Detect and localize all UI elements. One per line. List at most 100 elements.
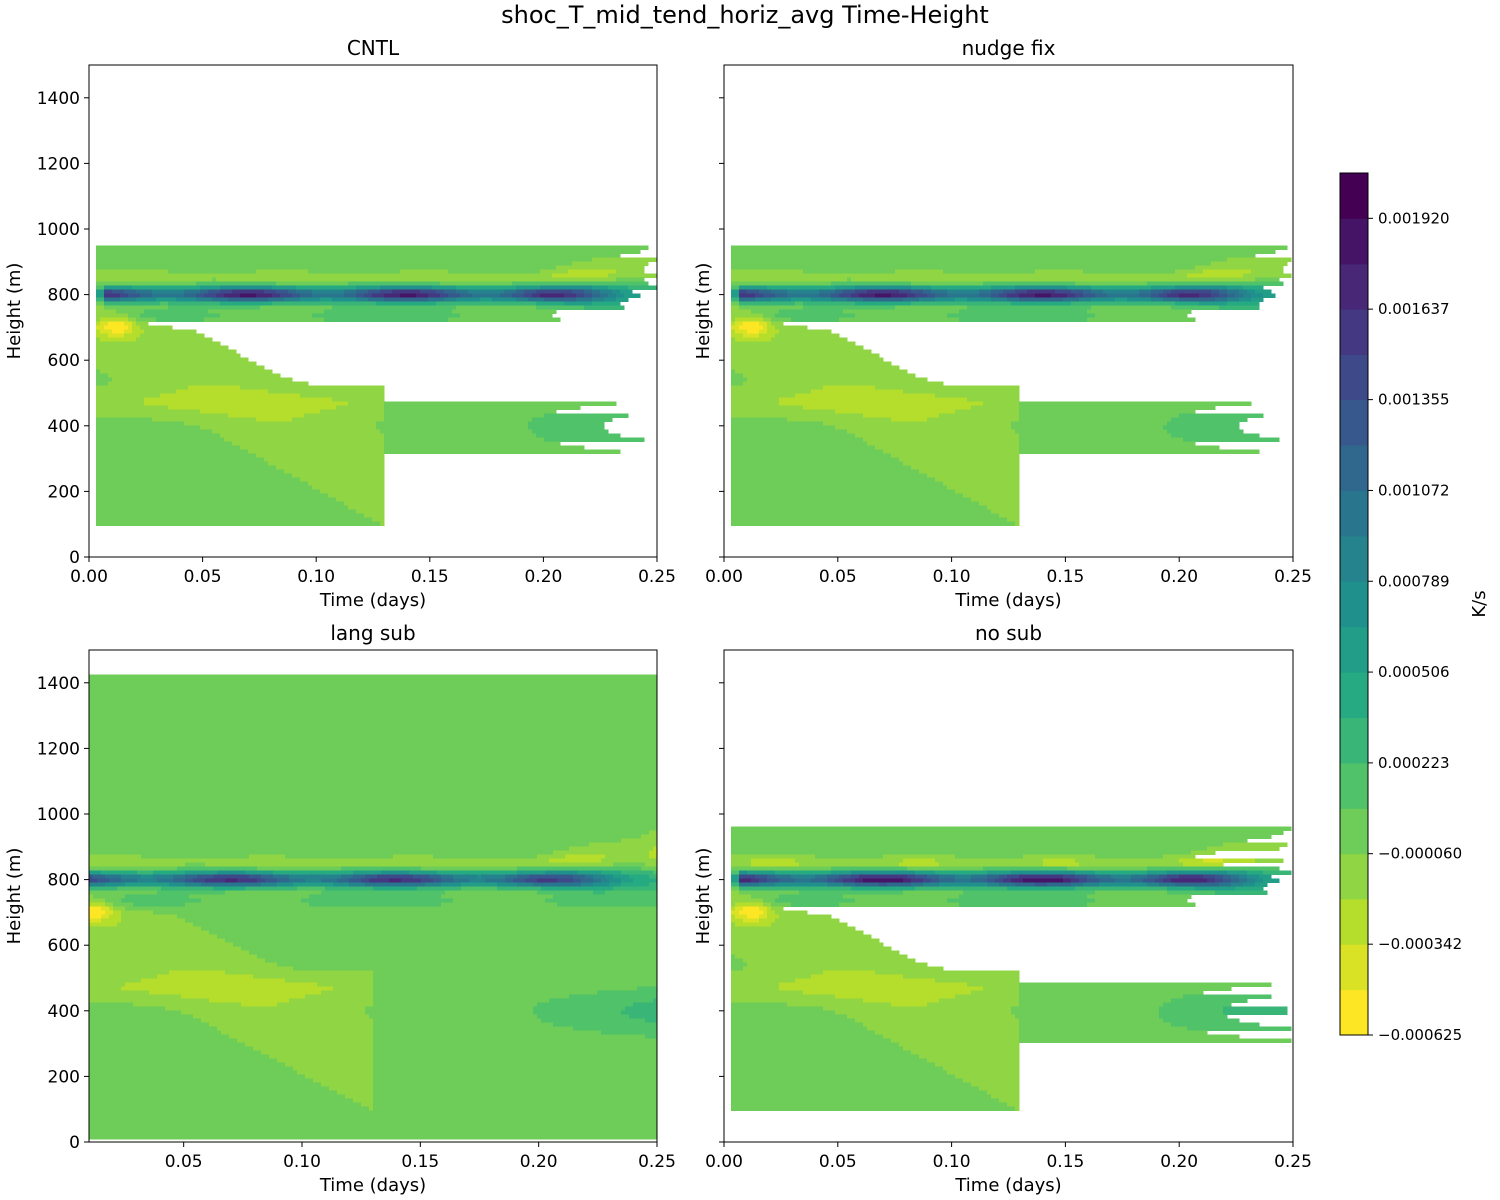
heatmap-cell [425,882,442,888]
heatmap-cell [846,297,864,303]
heatmap-cell [1206,846,1280,852]
heatmap-cell [730,489,956,495]
heatmap-cell [1182,862,1224,868]
x-axis-label: Time (days) [319,590,426,611]
y-tick-label: 200 [48,482,80,502]
y-tick-label: 800 [48,871,80,891]
heatmap-cell [293,966,658,972]
heatmap-cell [758,333,776,339]
colorbar-band [1340,898,1368,945]
heatmap-cell [926,293,936,299]
heatmap-cell [277,1002,374,1008]
heatmap-cell [95,501,345,507]
heatmap-cell [1110,874,1132,880]
heatmap-cell [95,321,101,327]
heatmap-cell [898,457,1020,463]
heatmap-cell [95,405,169,411]
heatmap-cell [95,265,557,271]
heatmap-cell [427,293,441,299]
heatmap-cell [730,341,856,347]
heatmap-cell [427,297,445,303]
heatmap-cell [89,974,158,980]
heatmap-cell [1010,301,1072,307]
heatmap-cell [1214,878,1224,884]
heatmap-cell [902,858,936,864]
heatmap-cell [95,357,249,363]
heatmap-cell [1166,890,1216,896]
heatmap-cell [730,461,904,467]
heatmap-cell [459,293,473,299]
heatmap-cell [1162,878,1172,884]
heatmap-cell [95,365,265,371]
heatmap-cell [373,1070,658,1076]
heatmap-cell [954,854,1024,860]
heatmap-cell [730,1070,948,1076]
heatmap-cell [954,409,1020,415]
heatmap-cell [1070,882,1084,888]
heatmap-cell [89,826,658,832]
heatmap-cell [89,1050,262,1056]
heatmap-cell [730,858,752,864]
heatmap-cell [730,962,748,968]
heatmap-cell [762,902,772,908]
heatmap-cell [966,305,1092,311]
heatmap-cell [910,289,924,295]
y-axis-label: Height (m) [693,263,714,360]
heatmap-cell [335,497,385,503]
heatmap-cell [121,878,138,884]
heatmap-cell [193,922,658,928]
heatmap-cell [890,1038,1020,1044]
heatmap-cell [834,285,856,291]
heatmap-cell [946,293,980,299]
heatmap-cell [730,433,856,439]
heatmap-cell [1114,297,1128,303]
heatmap-cell [730,862,752,868]
heatmap-cell [730,1006,824,1012]
heatmap-cell [774,882,828,888]
heatmap-cell [1158,1014,1228,1020]
heatmap-cell [333,882,350,888]
heatmap-cell [135,337,213,343]
heatmap-cell [89,734,658,740]
heatmap-cell [373,1034,646,1040]
heatmap-cell [89,722,658,728]
heatmap-cell [1226,285,1244,291]
heatmap-cell [89,678,658,684]
heatmap-cell [890,453,1020,459]
heatmap-cell [746,329,760,335]
heatmap-cell [379,285,433,291]
heatmap-cell [854,882,880,888]
heatmap-cell [934,858,1044,864]
x-tick-label: 0.10 [933,567,971,587]
heatmap-cell [862,998,940,1004]
heatmap-cell [601,1030,658,1036]
heatmap-cell [898,289,912,295]
colorbar-tick-label: 0.001920 [1378,209,1450,227]
heatmap-cell [89,874,94,880]
heatmap-cell [730,850,1192,856]
heatmap-cell [982,281,1076,287]
heatmap-cell [523,289,537,295]
heatmap-cell [830,297,848,303]
heatmap-cell [750,858,796,864]
heatmap-cell [838,317,960,323]
heatmap-cell [1242,882,1256,888]
heatmap-cell [533,1010,622,1016]
heatmap-cell [205,878,226,884]
heatmap-cell [291,293,301,299]
heatmap-cell [730,1090,988,1096]
heatmap-cell [319,489,385,495]
heatmap-cell [730,938,880,944]
heatmap-cell [89,758,658,764]
heatmap-cell [517,882,534,888]
heatmap-cell [89,742,658,748]
heatmap-cell [125,882,170,888]
heatmap-cell [581,878,594,884]
heatmap-cell [167,269,257,275]
heatmap-cell [125,894,190,900]
heatmap-cell [890,293,908,299]
heatmap-cell [373,1054,658,1060]
heatmap-cell [89,1130,658,1136]
heatmap-cell [730,281,832,287]
x-tick-label: 0.00 [70,567,108,587]
